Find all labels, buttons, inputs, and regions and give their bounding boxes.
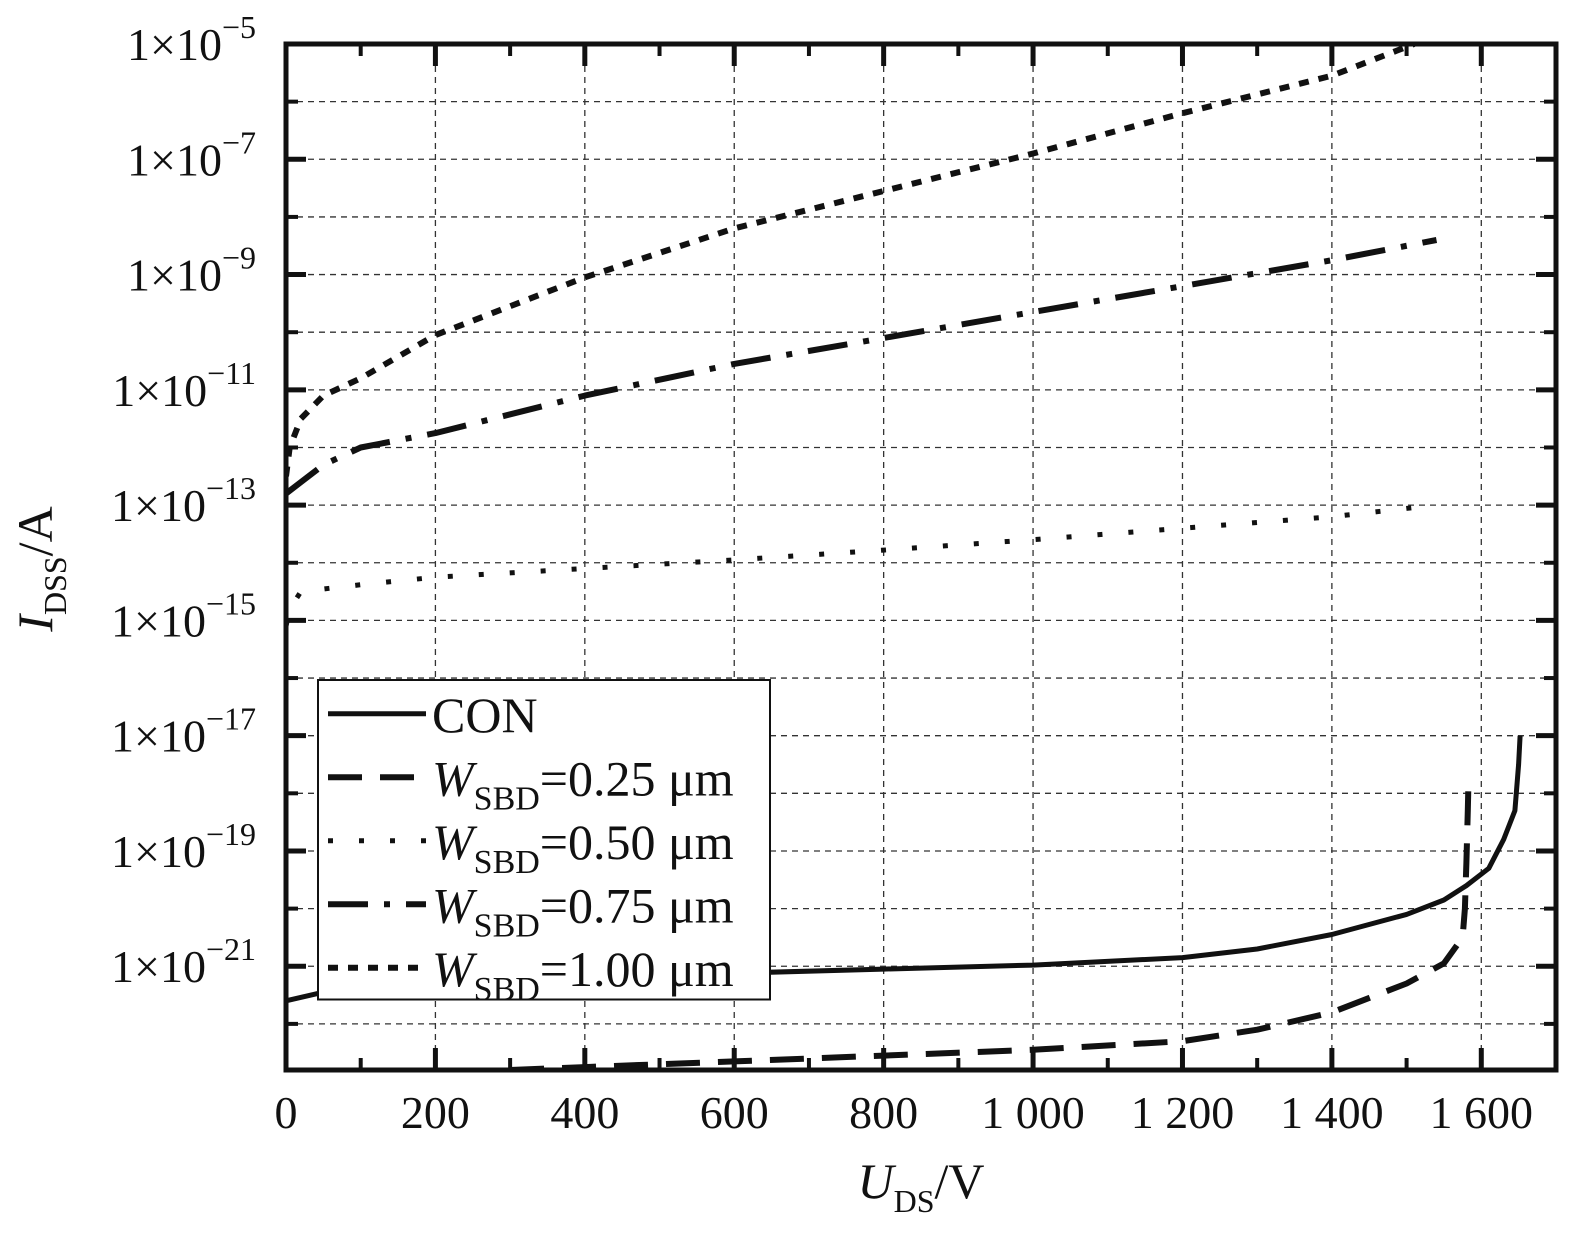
y-tick-label: 1×10−17: [111, 701, 256, 762]
legend-label-5: WSBD=1.00 μm: [432, 941, 734, 1008]
legend-label-2: WSBD=0.25 μm: [432, 750, 734, 817]
x-tick-label: 1 000: [981, 1087, 1085, 1138]
series-line-3: [286, 502, 1437, 627]
x-tick-label: 600: [700, 1087, 769, 1138]
y-tick-label: 1×10−21: [111, 931, 256, 992]
y-tick-label: 1×10−11: [112, 355, 256, 416]
x-tick-label: 1 600: [1430, 1087, 1534, 1138]
y-tick-label: 1×10−15: [111, 585, 256, 646]
axis-titles: UDS/V IDSS/A: [7, 506, 985, 1219]
legend-label-3: WSBD=0.50 μm: [432, 814, 734, 881]
x-tick-labels: 0 200 400 600 800 1 000 1 200 1 400 1 600: [275, 1087, 1534, 1138]
y-tick-labels: 1×10−5 1×10−7 1×10−9 1×10−11 1×10−13 1×10−15 1…: [111, 9, 256, 992]
series-line-5: [286, 44, 1416, 477]
legend-label-1: CON: [432, 687, 538, 743]
x-tick-label: 1 200: [1131, 1087, 1235, 1138]
x-axis-title: UDS/V: [857, 1153, 984, 1219]
x-tick-label: 0: [275, 1087, 298, 1138]
x-tick-label: 1 400: [1280, 1087, 1384, 1138]
y-tick-label: 1×10−9: [127, 240, 256, 301]
y-tick-label: 1×10−5: [127, 9, 256, 70]
legend-label-4: WSBD=0.75 μm: [432, 877, 734, 944]
plot-border: [283, 41, 1559, 1073]
y-tick-label: 1×10−19: [111, 816, 256, 877]
series-line-4: [286, 237, 1438, 496]
y-tick-label: 1×10−13: [111, 470, 256, 531]
series-line-2: [509, 775, 1472, 1070]
x-tick-label: 400: [550, 1087, 619, 1138]
x-tick-label: 800: [849, 1087, 918, 1138]
y-axis-title: IDSS/A: [7, 506, 73, 632]
x-tick-label: 200: [401, 1087, 470, 1138]
y-tick-label: 1×10−7: [127, 124, 256, 185]
plot-frame: [283, 41, 1559, 1073]
